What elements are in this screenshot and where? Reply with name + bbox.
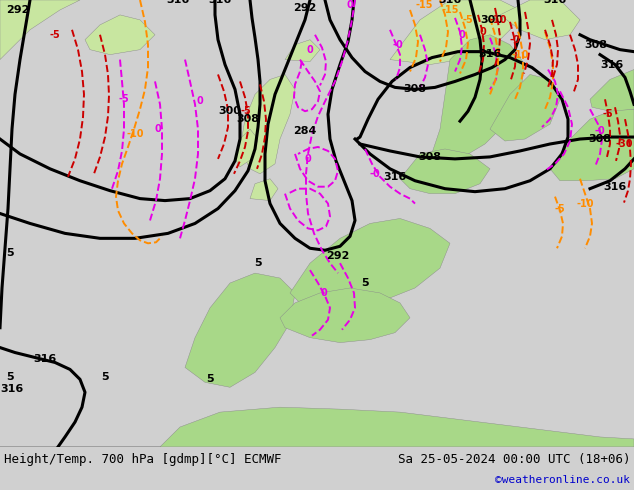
Polygon shape (290, 219, 450, 308)
Polygon shape (240, 74, 295, 174)
Text: -0: -0 (595, 126, 605, 136)
Text: -30: -30 (615, 139, 633, 149)
Text: 308: 308 (588, 134, 612, 144)
Polygon shape (250, 179, 278, 200)
Text: 0: 0 (347, 0, 353, 10)
Text: 0: 0 (321, 288, 327, 298)
Text: 5: 5 (254, 258, 262, 268)
Polygon shape (490, 74, 560, 141)
Polygon shape (590, 70, 634, 111)
Text: 308: 308 (418, 152, 441, 162)
Text: -15: -15 (415, 0, 433, 10)
Polygon shape (400, 149, 490, 194)
Text: 300: 300 (481, 15, 503, 25)
Text: 0: 0 (197, 97, 204, 106)
Text: 300: 300 (219, 106, 242, 116)
Text: -10: -10 (489, 15, 507, 25)
Text: Sa 25-05-2024 00:00 UTC (18+06): Sa 25-05-2024 00:00 UTC (18+06) (398, 453, 630, 466)
Text: 0: 0 (304, 154, 311, 164)
Text: -5: -5 (463, 15, 474, 25)
Text: 5: 5 (361, 278, 369, 288)
Text: 292: 292 (6, 5, 30, 15)
Text: 5: 5 (206, 374, 214, 384)
Text: -15: -15 (441, 5, 459, 15)
Text: 292: 292 (327, 251, 350, 261)
Text: 316: 316 (34, 354, 56, 365)
Text: 316: 316 (166, 0, 190, 5)
Polygon shape (280, 288, 410, 343)
Text: -10: -10 (511, 49, 529, 60)
Text: 0: 0 (480, 27, 486, 37)
Text: 316: 316 (438, 0, 462, 5)
Text: 5: 5 (6, 248, 14, 258)
Text: -5: -5 (603, 109, 613, 119)
Polygon shape (390, 0, 520, 65)
Text: -5: -5 (241, 106, 251, 116)
Text: -10: -10 (126, 129, 144, 139)
Text: 284: 284 (294, 126, 317, 136)
Text: -5: -5 (119, 94, 129, 104)
Text: 316: 316 (604, 182, 626, 192)
Text: -10: -10 (576, 198, 594, 209)
Polygon shape (500, 0, 580, 40)
Polygon shape (85, 15, 155, 54)
Polygon shape (285, 40, 320, 62)
Text: -0: -0 (392, 40, 403, 49)
Text: 292: 292 (294, 3, 317, 13)
Text: ©weatheronline.co.uk: ©weatheronline.co.uk (495, 475, 630, 485)
Polygon shape (0, 0, 80, 60)
Text: -5: -5 (555, 203, 566, 214)
Text: 0: 0 (307, 45, 313, 55)
Text: 308: 308 (585, 40, 607, 49)
Text: -0: -0 (510, 35, 521, 45)
Text: -5: -5 (49, 30, 60, 40)
Text: 308: 308 (236, 114, 259, 124)
Text: 316: 316 (1, 384, 23, 394)
Polygon shape (0, 407, 634, 447)
Text: 308: 308 (403, 84, 427, 95)
Text: 0: 0 (458, 30, 465, 40)
Polygon shape (185, 273, 295, 387)
Text: Height/Temp. 700 hPa [gdmp][°C] ECMWF: Height/Temp. 700 hPa [gdmp][°C] ECMWF (4, 453, 281, 466)
Text: 5: 5 (6, 372, 14, 382)
Text: 316: 316 (600, 60, 624, 70)
Text: 5: 5 (101, 372, 109, 382)
Polygon shape (550, 109, 634, 181)
Text: 0: 0 (155, 124, 162, 134)
Text: -0: -0 (370, 169, 380, 179)
Polygon shape (235, 129, 258, 167)
Text: 316: 316 (209, 0, 231, 5)
Polygon shape (430, 35, 525, 164)
Text: 316: 316 (479, 49, 501, 59)
Text: 316: 316 (384, 172, 406, 182)
Text: 316: 316 (543, 0, 567, 5)
